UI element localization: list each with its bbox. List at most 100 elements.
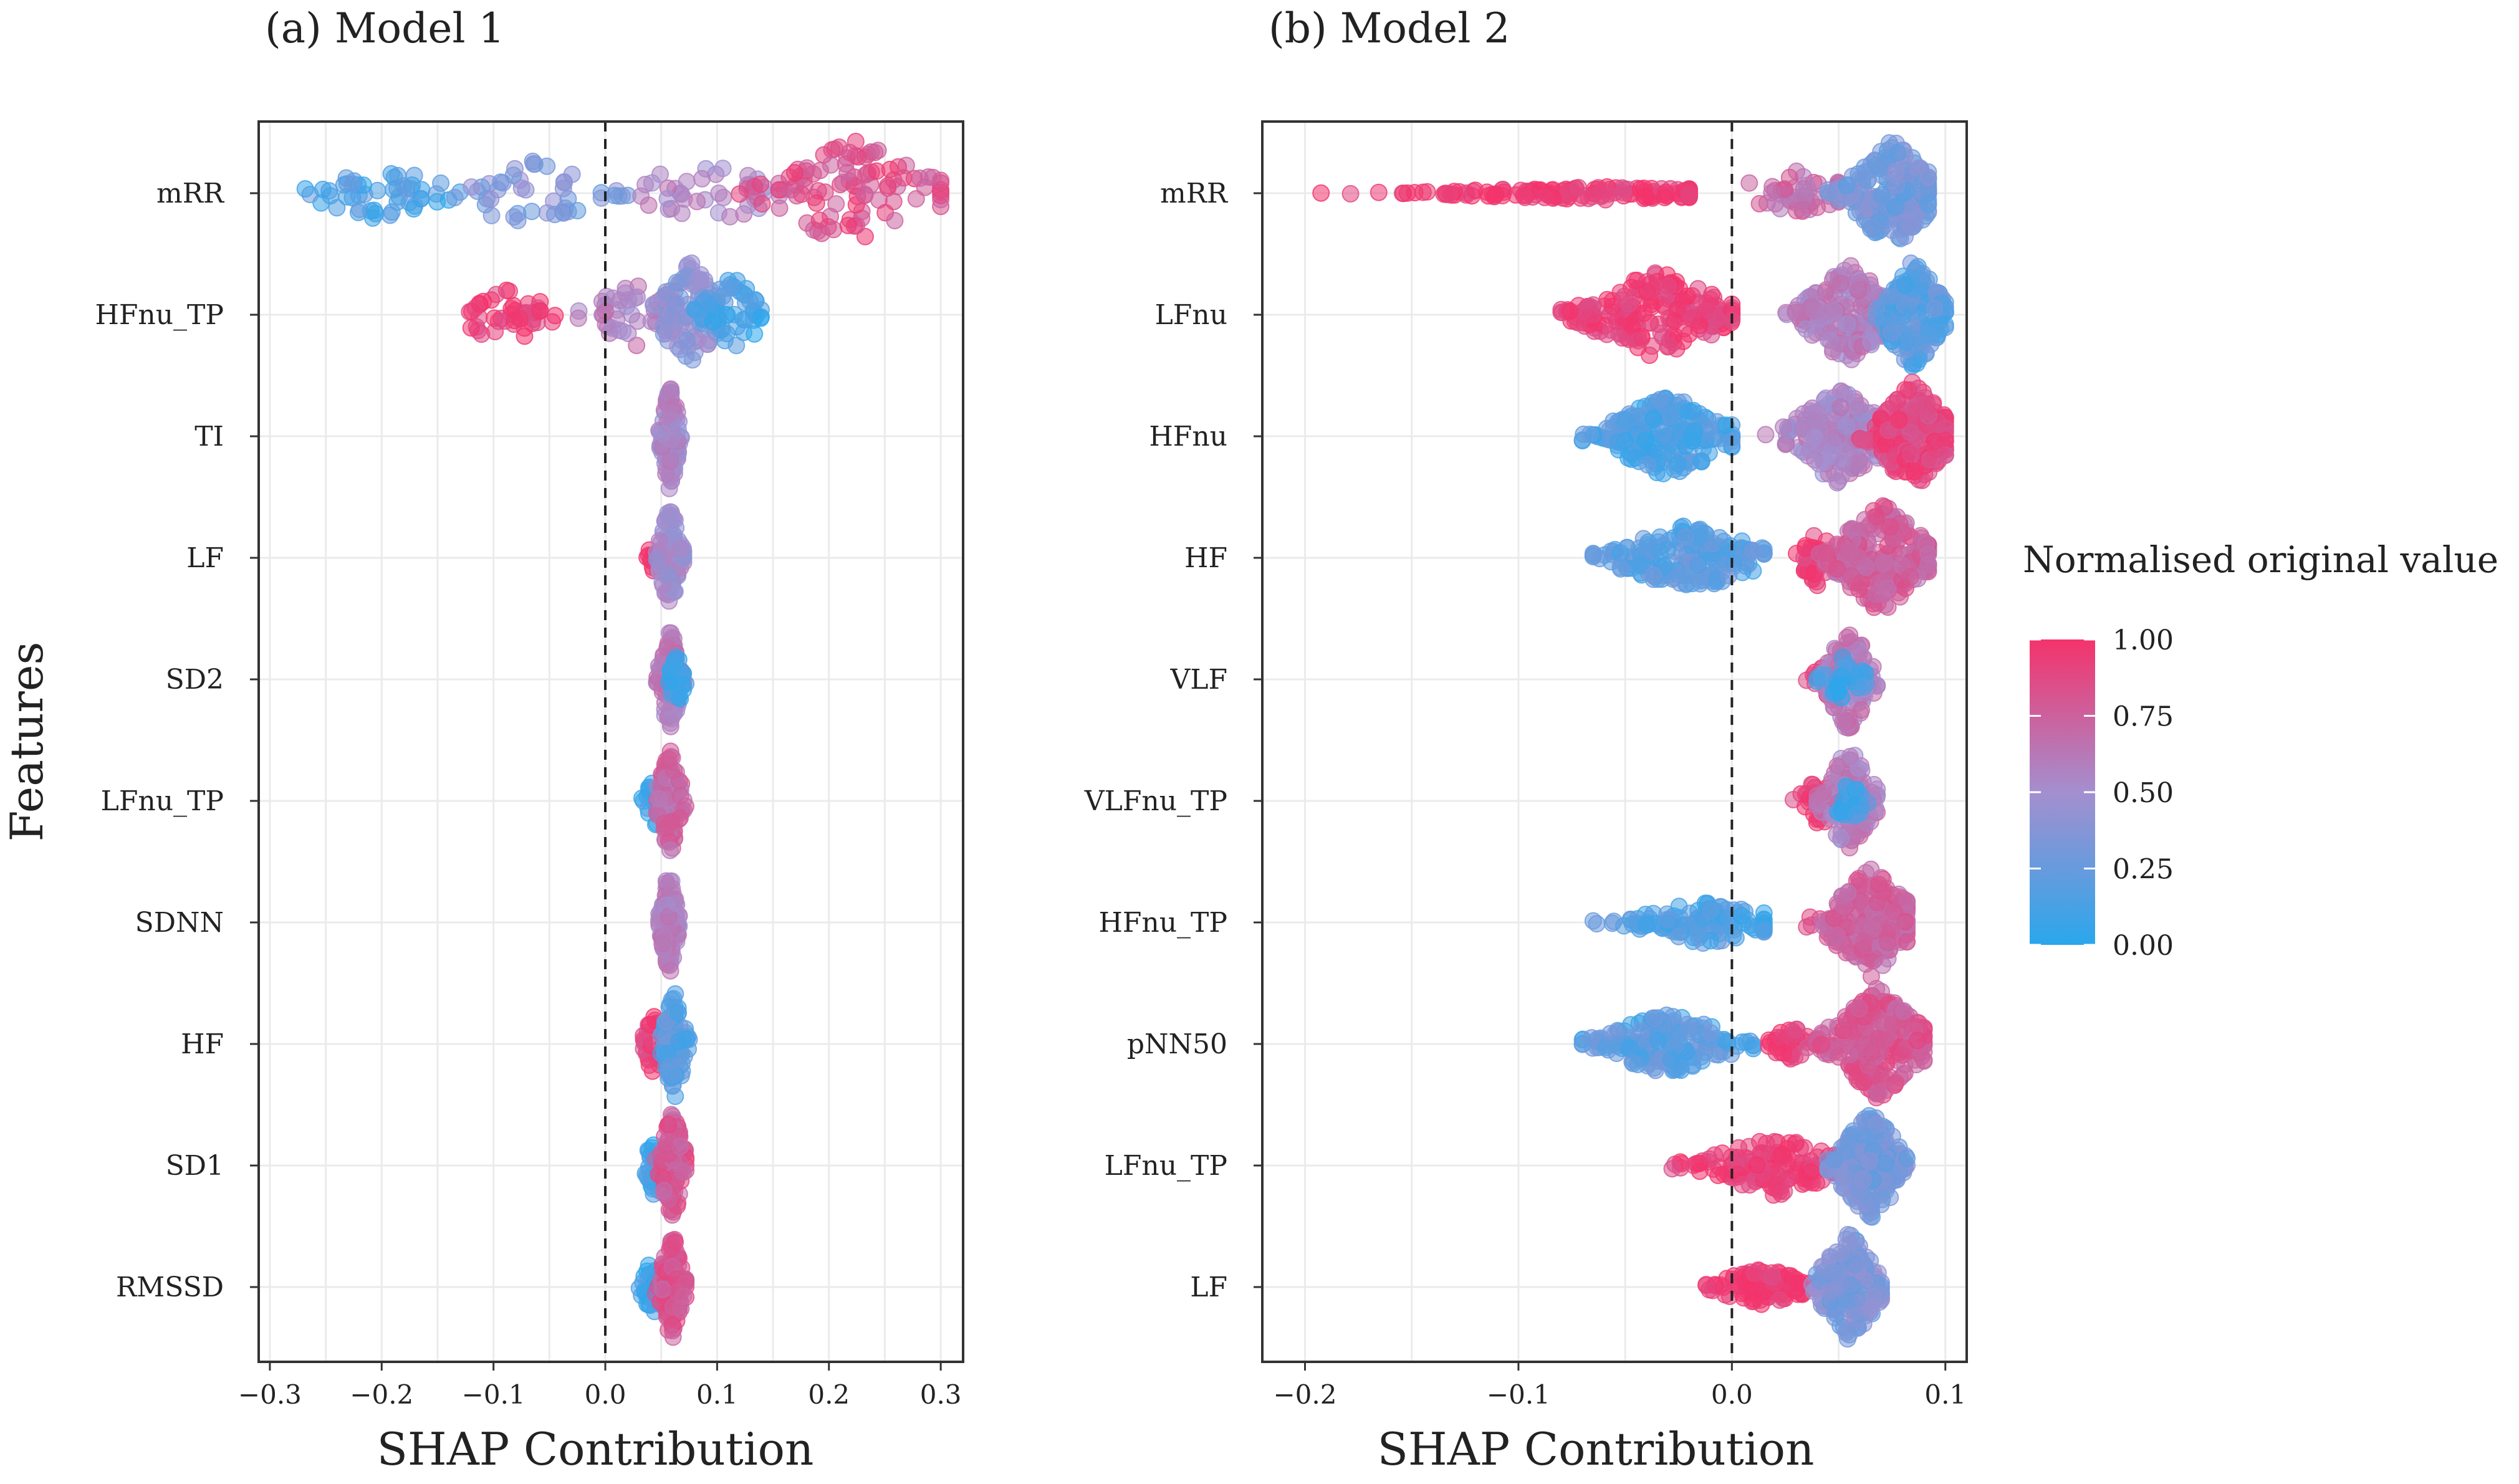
shap-point	[1862, 333, 1880, 351]
shap-point	[1669, 927, 1687, 945]
shap-point	[1868, 894, 1886, 911]
shap-point	[1701, 419, 1719, 438]
shap-point	[1841, 626, 1859, 644]
shap-point	[1615, 181, 1633, 198]
shap-point	[671, 772, 688, 790]
shap-point	[1757, 426, 1775, 444]
shap-point	[1638, 916, 1656, 934]
shap-point	[662, 430, 680, 448]
shap-point	[1733, 907, 1750, 925]
shap-point	[664, 1298, 682, 1316]
shap-point	[879, 177, 897, 194]
shap-point	[704, 313, 722, 331]
shap-point	[1639, 456, 1657, 474]
shap-point	[1636, 431, 1654, 449]
shap-point	[673, 204, 691, 223]
shap-point	[1706, 1146, 1724, 1164]
feature-label: TI	[194, 421, 224, 452]
shap-point	[1703, 285, 1721, 304]
shap-point	[432, 174, 450, 192]
beeswarm-row-lfnu	[1552, 254, 1954, 375]
feature-label: LFnu_TP	[101, 785, 224, 817]
shap-point	[1843, 520, 1861, 538]
shap-point	[1907, 260, 1926, 278]
feature-label: SDNN	[135, 907, 224, 939]
shap-point	[688, 193, 706, 211]
shap-point	[1867, 309, 1885, 327]
shap-point	[605, 186, 623, 204]
shap-point	[1817, 304, 1835, 322]
shap-point	[658, 565, 676, 583]
shap-point	[656, 701, 674, 718]
shap-point	[1370, 183, 1388, 201]
shap-point	[1686, 423, 1704, 440]
x-axis-title-model-1: SHAP Contribution	[377, 1423, 814, 1475]
shap-point	[717, 305, 736, 323]
shap-point	[1817, 389, 1835, 407]
panel-model-2: (b) Model 2 mRRLFnuHFnuHFVLFVLFnu_TPHFnu…	[1084, 4, 1968, 1475]
shap-point	[617, 284, 634, 302]
shap-point	[1751, 1132, 1768, 1151]
shap-point	[383, 203, 401, 221]
shap-point	[661, 962, 679, 980]
shap-point	[671, 340, 689, 358]
shap-point	[1656, 188, 1674, 206]
shap-point	[657, 1012, 675, 1030]
shap-point	[1918, 395, 1936, 413]
shap-point	[674, 1163, 693, 1181]
shap-point	[838, 163, 856, 181]
shap-point	[672, 540, 690, 558]
shap-point	[1858, 172, 1876, 190]
shap-point	[1883, 323, 1901, 342]
shap-point	[1630, 555, 1648, 573]
shap-point	[1804, 413, 1822, 431]
x-tick-label: 0.0	[585, 1379, 626, 1410]
beeswarm-row-ti	[650, 380, 690, 497]
shap-point	[1659, 541, 1677, 559]
shap-point	[1666, 312, 1684, 330]
shap-point	[1711, 529, 1729, 547]
shap-point	[1927, 440, 1946, 458]
shap-point	[658, 819, 676, 837]
shap-point	[1879, 934, 1897, 952]
shap-point	[1828, 927, 1846, 945]
shap-point	[466, 299, 484, 317]
shap-point	[1775, 1044, 1793, 1062]
shap-point	[932, 186, 950, 204]
shap-point	[663, 879, 681, 898]
shap-point	[1903, 357, 1921, 375]
panel-model-1: (a) Model 1 mRRHFnu_TPTILFSD2LFnu_TPSDNN…	[1, 4, 964, 1475]
shap-point	[1652, 324, 1670, 342]
beeswarm-row-pnn50	[1573, 980, 1933, 1107]
shap-point	[1649, 1032, 1667, 1050]
shap-point	[1850, 869, 1868, 888]
shap-point	[1684, 401, 1702, 419]
x-tick-label: 0.3	[920, 1379, 962, 1410]
shap-point	[511, 310, 529, 328]
shap-point	[1854, 1073, 1873, 1091]
shap-point	[1628, 414, 1646, 433]
shap-point	[1868, 780, 1886, 798]
shap-point	[1874, 585, 1893, 603]
shap-point	[530, 302, 549, 320]
shap-point	[1849, 548, 1867, 566]
shap-point	[661, 1240, 679, 1258]
shap-point	[1696, 524, 1714, 542]
shap-point	[569, 202, 587, 219]
shap-point	[1886, 198, 1904, 216]
shap-point	[731, 185, 749, 203]
shap-point	[1835, 805, 1853, 823]
shap-point	[1744, 1040, 1762, 1058]
shap-point	[603, 319, 621, 337]
shap-point	[694, 292, 713, 310]
shap-point	[868, 162, 886, 180]
shap-point	[1788, 1020, 1805, 1038]
shap-point	[446, 189, 464, 206]
shap-point	[839, 216, 857, 234]
shap-point	[1901, 568, 1919, 586]
shap-point	[658, 189, 676, 208]
shap-point	[660, 507, 678, 525]
shap-point	[1837, 176, 1855, 194]
shap-point	[813, 224, 831, 242]
shap-point	[1663, 1160, 1681, 1178]
